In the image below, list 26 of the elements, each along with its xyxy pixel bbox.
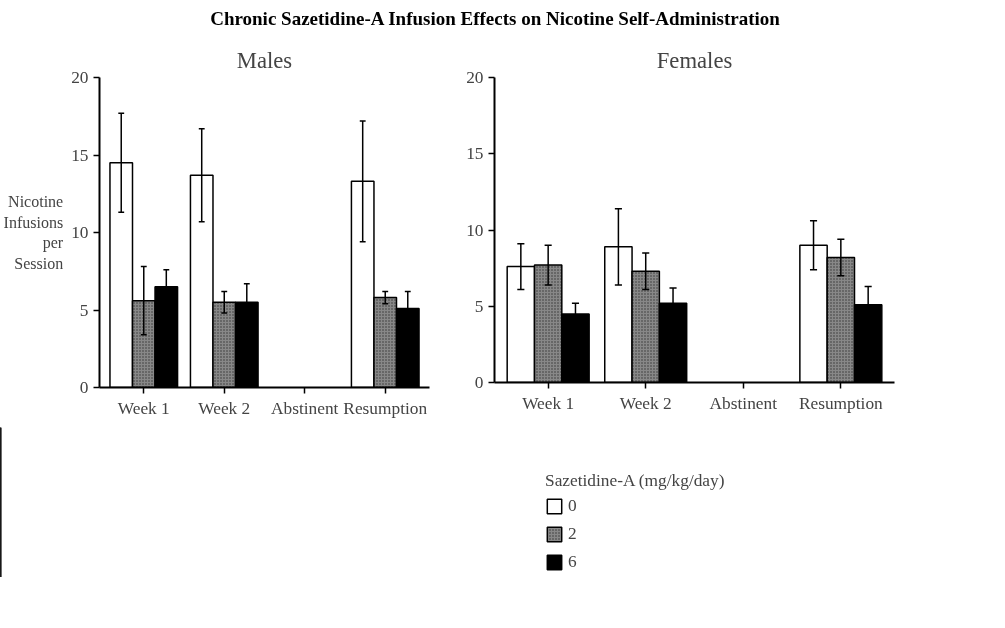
x-tick-label: Week 2 — [198, 398, 251, 418]
y-tick-label: 0 — [474, 373, 484, 392]
text: Chronic Sazetidine-A Infusion Effects on Nicotine Self-Administration — [210, 7, 780, 31]
x-tick-label: Abstinent — [709, 393, 778, 413]
x-tick-label: Resumption — [798, 393, 884, 413]
y-tick-label: 10 — [466, 220, 484, 240]
x-tick-label: Resumption — [343, 398, 428, 418]
legend-label: 0 — [568, 496, 578, 516]
x-tick-label: Abstinent — [271, 398, 339, 418]
y-tick-label: 20 — [466, 68, 484, 87]
legend-title: Sazetidine-A (mg/kg/day) — [545, 471, 725, 491]
y-tick-label: 0 — [79, 378, 89, 397]
y-tick-label: 10 — [71, 223, 89, 242]
x-tick-label: Week 1 — [117, 398, 170, 418]
chart-subtitle: Females — [656, 47, 733, 73]
y-axis-title: Nicotine Infusions per Session — [3, 193, 64, 272]
x-tick-label: Week 2 — [619, 393, 672, 413]
x-tick-label: Week 1 — [522, 393, 575, 413]
y-tick-label: 5 — [474, 296, 484, 316]
y-tick-label: 5 — [79, 300, 89, 320]
y-tick-label: 20 — [71, 68, 89, 87]
legend-label: 6 — [568, 552, 578, 572]
legend-label: 2 — [568, 524, 578, 544]
y-tick-label: 15 — [466, 144, 484, 164]
chart-subtitle: Males — [236, 47, 293, 73]
y-tick-label: 15 — [71, 145, 89, 165]
